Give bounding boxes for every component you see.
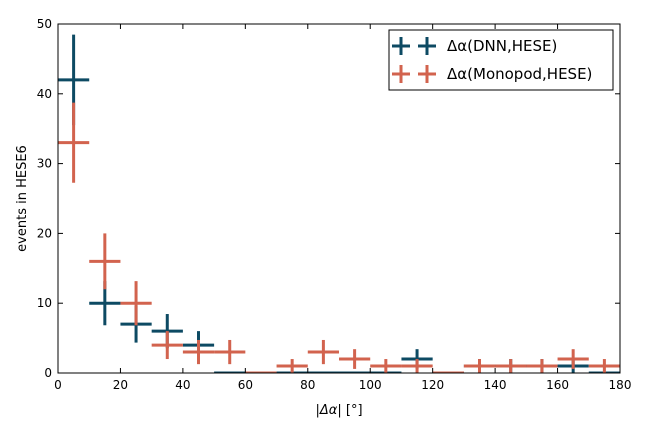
legend-label: Δα(DNN,HESE): [447, 37, 557, 55]
legend: Δα(DNN,HESE) Δα(Monopod,HESE): [388, 29, 614, 91]
x-tick-label: 40: [175, 378, 190, 392]
axis-ticks: 0 20 40 60 80 100 120 140 160 180 0 10 20 30 40 50: [37, 17, 632, 392]
x-axis-label: |Δα| [°]: [315, 403, 362, 418]
data-point: [526, 359, 558, 373]
x-tick-label: 100: [359, 378, 382, 392]
data-point: [89, 233, 121, 290]
x-tick-label: 80: [300, 378, 315, 392]
y-tick-label: 10: [37, 296, 52, 310]
data-point: [588, 359, 620, 373]
x-tick-label: 120: [421, 378, 444, 392]
plot-frame: [57, 23, 621, 374]
x-tick-label: 20: [113, 378, 128, 392]
series-1: [58, 102, 620, 373]
data-point: [463, 359, 496, 373]
data-point: [557, 349, 589, 369]
legend-entry: Δα(DNN,HESE): [392, 37, 557, 55]
x-tick-label: 140: [484, 378, 507, 392]
data-point: [339, 349, 371, 369]
legend-entry: Δα(Monopod,HESE): [392, 65, 592, 83]
data-point: [58, 102, 90, 183]
y-tick-label: 50: [37, 17, 52, 31]
y-tick-label: 40: [37, 87, 52, 101]
y-axis-label: events in HESE6: [15, 145, 30, 252]
data-point: [276, 359, 308, 373]
x-label-part: |: [315, 403, 319, 418]
data-point: [120, 281, 152, 326]
x-tick-label: 60: [238, 378, 253, 392]
x-label-part: α: [329, 403, 338, 418]
data-point: [307, 339, 339, 365]
x-label-part: | [°]: [337, 403, 362, 418]
legend-label: Δα(Monopod,HESE): [447, 65, 592, 83]
plot-area: [58, 34, 620, 373]
y-tick-label: 20: [37, 226, 52, 240]
x-tick-label: 180: [609, 378, 632, 392]
data-point: [370, 359, 402, 373]
data-point: [182, 339, 215, 365]
x-tick-label: 0: [54, 378, 62, 392]
x-tick-label: 160: [546, 378, 569, 392]
y-tick-label: 0: [44, 366, 52, 380]
y-tick-label: 30: [37, 157, 52, 171]
data-point: [495, 359, 527, 373]
data-point: [401, 359, 433, 373]
data-point: [214, 339, 246, 365]
x-label-part: Δ: [319, 403, 329, 418]
data-point: [151, 331, 183, 360]
